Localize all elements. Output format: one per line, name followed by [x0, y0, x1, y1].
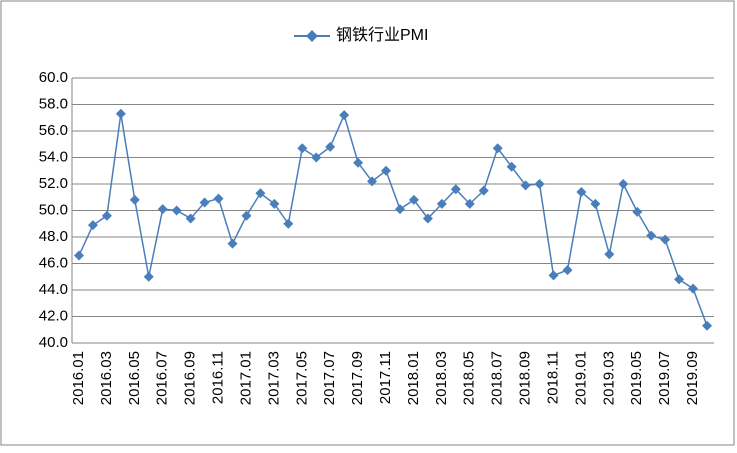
y-tick-label: 52.0: [39, 175, 68, 192]
data-point: [520, 180, 531, 191]
data-point: [478, 185, 489, 196]
data-point: [269, 198, 280, 209]
data-point: [115, 108, 126, 119]
x-tick-label: 2018.01: [405, 351, 422, 405]
data-point: [548, 270, 559, 281]
data-point: [227, 238, 238, 249]
data-point: [562, 265, 573, 276]
y-tick-label: 50.0: [39, 201, 68, 218]
y-tick-label: 48.0: [39, 228, 68, 245]
data-point: [353, 157, 364, 168]
data-point: [450, 184, 461, 195]
data-point: [311, 152, 322, 163]
data-point: [213, 193, 224, 204]
data-point: [367, 176, 378, 187]
x-tick-label: 2016.11: [210, 351, 227, 404]
y-tick-label: 46.0: [39, 254, 68, 271]
x-tick-label: 2017.01: [237, 351, 254, 405]
x-tick-label: 2019.09: [684, 351, 701, 405]
data-point: [674, 274, 685, 285]
y-tick-label: 58.0: [39, 95, 68, 112]
data-point: [618, 179, 629, 189]
data-point: [129, 194, 140, 205]
x-tick-label: 2017.11: [377, 351, 394, 404]
x-tick-label: 2016.07: [154, 351, 171, 405]
data-point: [283, 218, 294, 229]
data-point: [157, 204, 168, 215]
data-point: [73, 250, 84, 261]
y-tick-label: 44.0: [39, 281, 68, 298]
data-point: [241, 210, 252, 221]
x-tick-label: 2018.05: [461, 351, 478, 405]
data-point: [394, 204, 405, 215]
series-line: [78, 112, 708, 327]
data-point: [464, 198, 475, 209]
x-tick-label: 2018.11: [544, 351, 561, 404]
data-point: [185, 213, 196, 224]
x-tick-label: 2017.03: [265, 351, 282, 405]
data-point: [339, 110, 350, 121]
y-tick-label: 60.0: [39, 69, 68, 86]
data-point: [297, 143, 308, 154]
data-point: [506, 161, 517, 172]
data-point: [171, 205, 182, 216]
x-tick-label: 2019.01: [572, 351, 589, 405]
x-tick-label: 2017.09: [349, 351, 366, 405]
legend: 钢铁行业PMI: [294, 26, 428, 44]
legend-label: 钢铁行业PMI: [336, 26, 428, 44]
data-point: [660, 234, 671, 245]
data-point: [632, 206, 643, 217]
x-tick-label: 2017.07: [321, 351, 338, 405]
data-point: [101, 210, 112, 221]
data-point: [576, 186, 587, 197]
data-point: [604, 249, 615, 260]
x-tick-label: 2016.09: [182, 351, 199, 405]
data-point: [702, 320, 713, 331]
x-tick-label: 2018.03: [433, 351, 450, 405]
data-point: [688, 283, 699, 294]
data-point: [199, 197, 210, 208]
x-tick-label: 2017.05: [293, 351, 310, 405]
data-point: [87, 220, 98, 231]
data-point: [143, 271, 154, 282]
y-tick-label: 56.0: [39, 122, 68, 139]
legend-marker: [306, 30, 318, 42]
y-tick-label: 40.0: [39, 334, 68, 351]
data-point: [590, 198, 601, 209]
x-tick-label: 2016.03: [98, 351, 115, 405]
x-tick-label: 2019.03: [600, 351, 617, 405]
data-point: [422, 213, 433, 224]
y-tick-label: 42.0: [39, 307, 68, 324]
x-tick-label: 2019.07: [656, 351, 673, 405]
data-point: [492, 143, 503, 154]
y-tick-label: 54.0: [39, 148, 68, 165]
data-point: [646, 230, 657, 241]
data-point: [255, 188, 266, 199]
data-point: [534, 179, 545, 189]
data-point: [381, 165, 392, 176]
data-point: [325, 141, 336, 152]
data-point: [408, 194, 419, 205]
data-point: [436, 198, 447, 209]
x-tick-label: 2018.07: [489, 351, 506, 405]
x-tick-label: 2016.01: [70, 351, 87, 405]
x-tick-label: 2018.09: [517, 351, 534, 405]
x-tick-label: 2016.05: [126, 351, 143, 405]
x-tick-label: 2019.05: [628, 351, 645, 405]
